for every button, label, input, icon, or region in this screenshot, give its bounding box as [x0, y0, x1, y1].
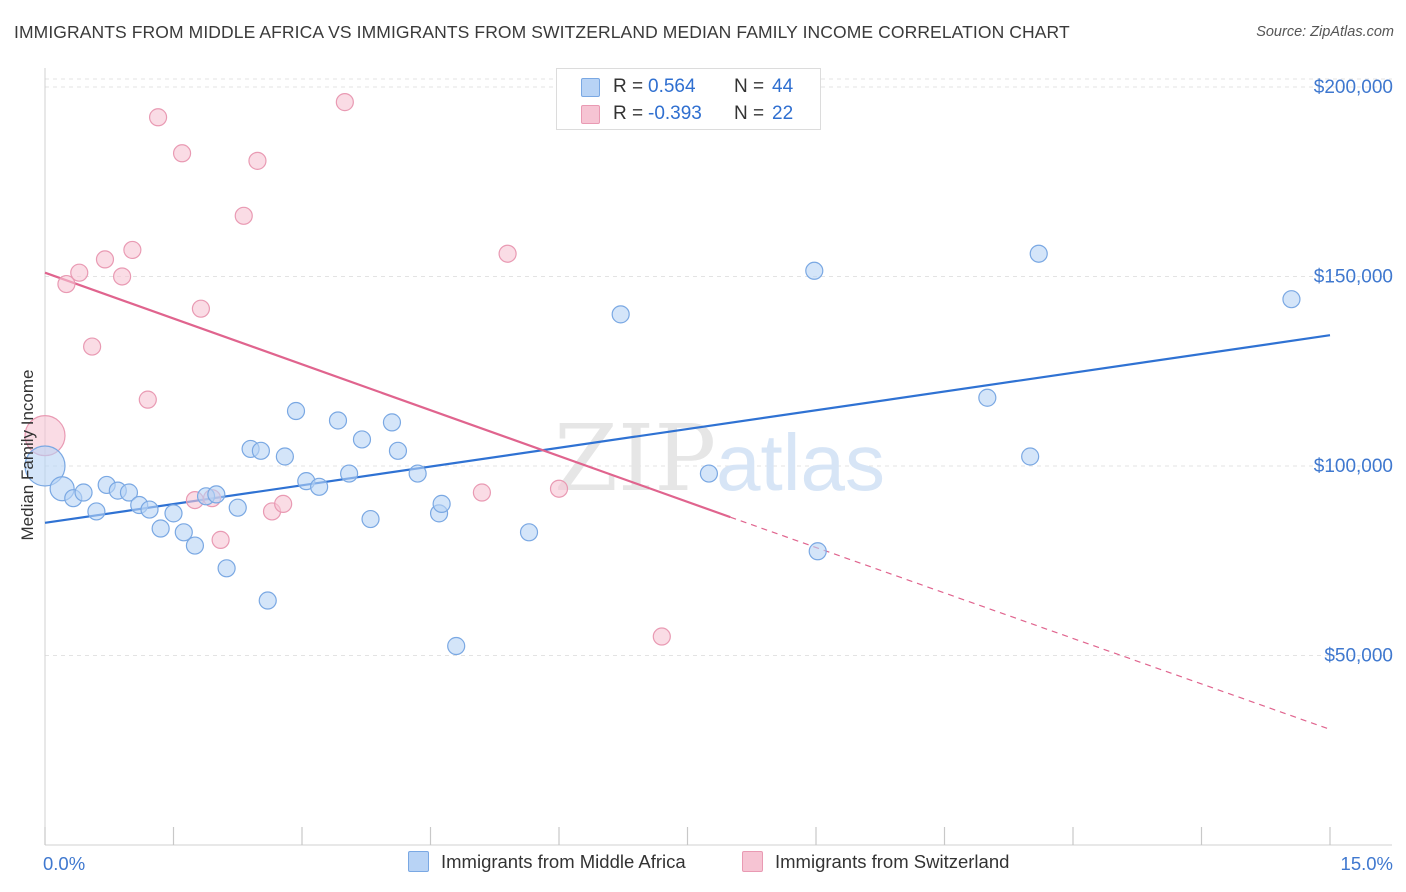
data-point-switzerland: [138, 390, 157, 409]
data-point-switzerland: [274, 494, 293, 513]
data-point-middle-africa: [251, 441, 270, 460]
y-tick-label: $150,000: [1314, 266, 1393, 287]
data-point-switzerland: [652, 627, 671, 646]
bottom-legend-label: Immigrants from Middle Africa: [441, 851, 686, 872]
data-point-middle-africa: [978, 388, 997, 407]
legend-r-label: R =: [613, 103, 644, 124]
data-point-switzerland: [57, 274, 76, 294]
data-point-switzerland: [95, 250, 115, 269]
legend-r-label: R =: [613, 76, 644, 97]
legend-swatch-blue: [581, 78, 600, 97]
data-point-middle-africa: [519, 523, 539, 542]
legend-r-value: 0.564: [648, 76, 696, 97]
gridlines: [45, 78, 1392, 656]
data-point-switzerland: [472, 483, 491, 502]
data-point-switzerland: [83, 337, 102, 356]
data-point-middle-africa: [328, 411, 348, 430]
chart-title: IMMIGRANTS FROM MIDDLE AFRICA VS IMMIGRA…: [14, 22, 1070, 42]
legend-n-label: N =: [734, 103, 765, 124]
data-point-middle-africa: [258, 591, 277, 610]
correlation-legend: R = 0.564 N = 44 R = -0.393 N = 22: [556, 68, 821, 130]
data-point-middle-africa: [310, 477, 329, 496]
trend-line-middle-africa: [44, 334, 1331, 524]
y-tick-label: $50,000: [1324, 645, 1393, 666]
bottom-legend-swatch-blue: [408, 851, 429, 872]
data-point-middle-africa: [388, 441, 408, 460]
data-point-middle-africa: [217, 559, 236, 578]
data-point-switzerland: [549, 479, 569, 498]
data-point-middle-africa: [340, 464, 359, 483]
bottom-legend-label: Immigrants from Switzerland: [775, 851, 1010, 872]
data-point-switzerland: [248, 151, 267, 170]
data-point-middle-africa: [207, 485, 226, 504]
data-point-middle-africa: [286, 401, 306, 421]
data-point-switzerland: [112, 267, 132, 286]
data-point-middle-africa: [275, 447, 294, 466]
data-point-middle-africa: [611, 305, 630, 324]
data-point-switzerland: [123, 240, 142, 260]
trend-line-switzerland: [44, 271, 731, 519]
data-point-middle-africa: [164, 504, 183, 523]
data-point-switzerland: [172, 144, 192, 163]
data-point-middle-africa: [352, 430, 372, 449]
data-point-switzerland: [148, 108, 168, 127]
y-tick-label: $100,000: [1314, 456, 1393, 477]
legend-row-switzerland: R = -0.393 N = 22: [557, 101, 820, 127]
data-point-switzerland: [335, 93, 354, 112]
data-point-middle-africa: [87, 502, 106, 521]
data-point-switzerland: [234, 206, 253, 225]
watermark: ZIP atlas: [554, 405, 885, 512]
data-point-middle-africa: [808, 542, 827, 561]
watermark-atlas: atlas: [716, 418, 885, 507]
data-point-middle-africa: [699, 464, 719, 483]
data-point-middle-africa: [119, 483, 139, 502]
bottom-legend-item-switzerland: Immigrants from Switzerland: [742, 851, 1009, 873]
legend-r-value: -0.393: [648, 103, 702, 124]
data-point-middle-africa: [1021, 447, 1040, 466]
legend-row-middle-africa: R = 0.564 N = 44: [557, 74, 820, 100]
data-point-middle-africa: [24, 445, 66, 487]
data-point-switzerland: [70, 263, 89, 282]
y-axis-label: Median Family Income: [18, 369, 37, 540]
data-point-middle-africa: [74, 483, 93, 502]
watermark-zip: ZIP: [554, 405, 716, 512]
trend-lines: [44, 271, 1331, 730]
legend-n-label: N =: [734, 76, 765, 97]
data-point-switzerland: [191, 299, 211, 318]
source-label: Source: ZipAtlas.com: [1256, 24, 1394, 40]
data-point-middle-africa: [185, 536, 205, 555]
data-point-middle-africa: [805, 261, 824, 280]
data-point-middle-africa: [174, 523, 193, 542]
legend-n-value: 44: [772, 76, 794, 97]
data-point-middle-africa: [361, 509, 380, 529]
trend-line-switzerland-extrapolated: [730, 516, 1331, 730]
bottom-legend-item-middle-africa: Immigrants from Middle Africa: [408, 851, 686, 873]
data-point-middle-africa: [1282, 290, 1301, 309]
data-point-middle-africa: [1029, 244, 1048, 263]
data-point-middle-africa: [408, 464, 427, 483]
data-point-switzerland: [211, 530, 230, 549]
legend-swatch-pink: [581, 105, 600, 124]
y-tick-label: $200,000: [1314, 77, 1393, 98]
bottom-legend-swatch-pink: [742, 851, 763, 872]
data-point-switzerland: [498, 244, 517, 263]
data-point-middle-africa: [382, 413, 402, 432]
x-tick-label: 0.0%: [43, 853, 85, 874]
data-point-middle-africa: [140, 500, 159, 519]
legend-n-value: 22: [772, 103, 794, 124]
data-point-middle-africa: [151, 519, 170, 538]
data-points: [24, 93, 1301, 656]
data-point-middle-africa: [228, 498, 247, 517]
tick-labels: $200,000 $150,000 $100,000 $50,000 0.0% 15.0%: [43, 77, 1393, 874]
data-point-middle-africa: [432, 494, 451, 513]
x-tick-label: 15.0%: [1341, 853, 1393, 874]
data-point-middle-africa: [447, 636, 466, 656]
